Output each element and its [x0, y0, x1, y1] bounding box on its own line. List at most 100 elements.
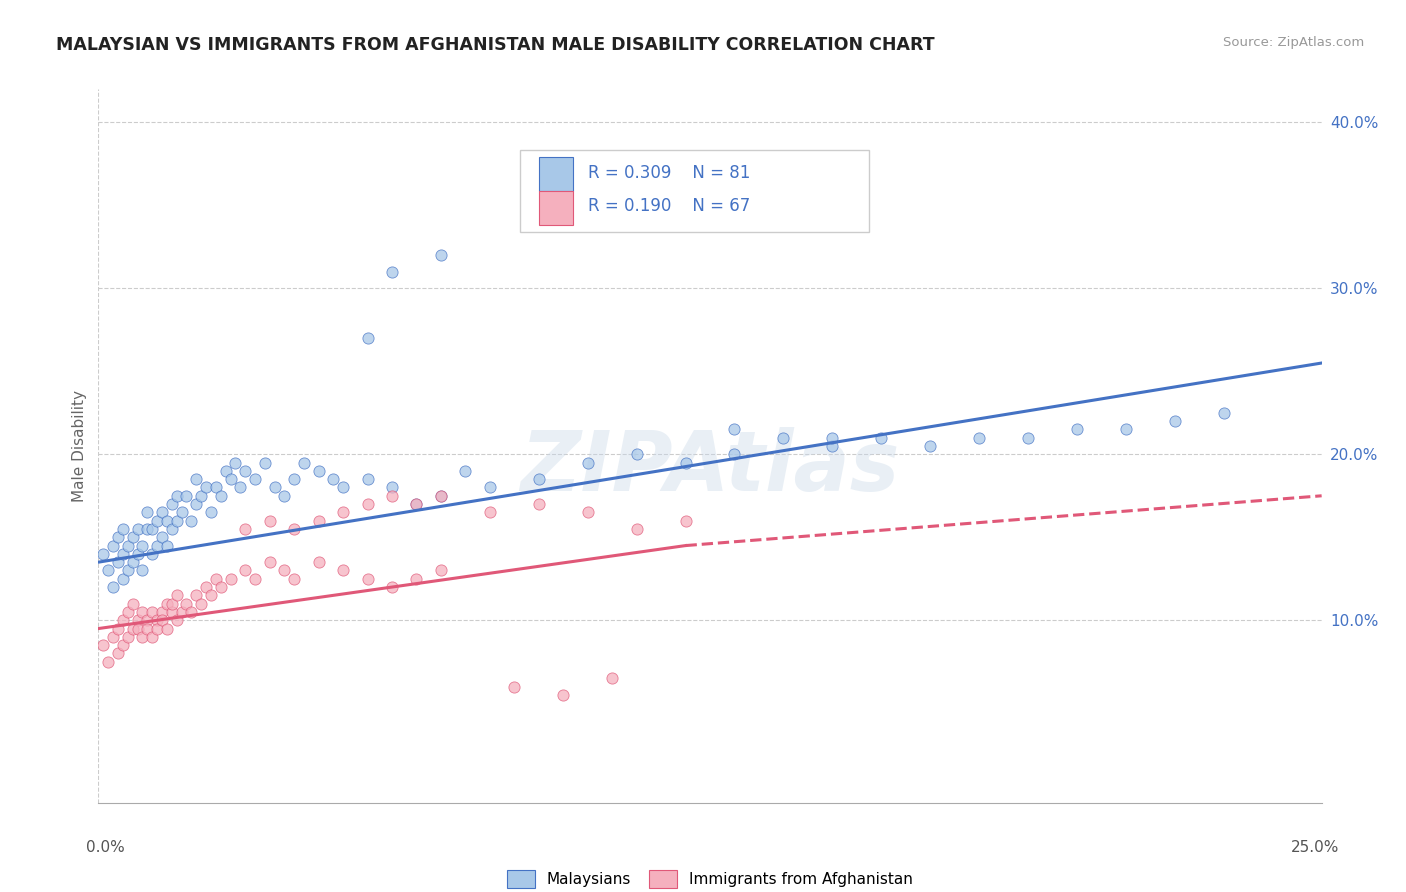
Point — [356, 497, 378, 511]
Point — [356, 472, 378, 486]
Point — [156, 539, 179, 553]
Point — [146, 622, 169, 636]
Point — [141, 630, 163, 644]
Bar — [538, 191, 574, 225]
Point — [176, 489, 198, 503]
Point — [527, 472, 550, 486]
Point — [478, 481, 501, 495]
Point — [405, 497, 427, 511]
Point — [176, 597, 198, 611]
Point — [205, 572, 228, 586]
Point — [111, 638, 134, 652]
Point — [1212, 406, 1234, 420]
Point — [821, 439, 844, 453]
Point — [243, 472, 266, 486]
Point — [553, 688, 575, 702]
Bar — [538, 157, 574, 191]
Point — [160, 497, 183, 511]
Point — [195, 481, 218, 495]
Text: 0.0%: 0.0% — [86, 840, 125, 855]
Text: ZIPAtlas: ZIPAtlas — [520, 427, 900, 508]
Point — [626, 447, 648, 461]
Point — [308, 464, 330, 478]
Point — [111, 522, 134, 536]
Point — [253, 456, 276, 470]
Point — [91, 638, 114, 652]
Point — [219, 572, 242, 586]
Point — [675, 514, 697, 528]
Point — [117, 564, 139, 578]
Point — [150, 613, 173, 627]
Point — [111, 572, 134, 586]
Point — [190, 597, 212, 611]
Point — [233, 564, 256, 578]
Point — [576, 505, 599, 519]
Point — [1066, 422, 1088, 436]
Y-axis label: Male Disability: Male Disability — [72, 390, 87, 502]
Point — [127, 522, 149, 536]
Point — [219, 472, 242, 486]
Point — [430, 564, 453, 578]
Point — [356, 572, 378, 586]
Point — [381, 481, 404, 495]
Point — [200, 505, 222, 519]
Point — [117, 539, 139, 553]
Point — [186, 497, 208, 511]
Point — [527, 497, 550, 511]
Point — [170, 605, 193, 619]
Point — [870, 431, 893, 445]
Point — [91, 547, 114, 561]
Point — [205, 481, 228, 495]
Point — [381, 265, 404, 279]
Point — [405, 497, 427, 511]
Point — [209, 489, 232, 503]
Point — [156, 622, 179, 636]
Point — [503, 680, 526, 694]
Point — [121, 530, 143, 544]
Point — [675, 456, 697, 470]
Point — [141, 522, 163, 536]
Point — [170, 505, 193, 519]
Point — [136, 505, 159, 519]
Point — [117, 605, 139, 619]
FancyBboxPatch shape — [520, 150, 869, 232]
Point — [381, 489, 404, 503]
Text: R = 0.309    N = 81: R = 0.309 N = 81 — [588, 164, 749, 182]
Point — [430, 248, 453, 262]
Point — [243, 572, 266, 586]
Point — [273, 564, 295, 578]
Point — [356, 331, 378, 345]
Point — [430, 489, 453, 503]
Point — [156, 597, 179, 611]
Point — [259, 555, 281, 569]
Text: MALAYSIAN VS IMMIGRANTS FROM AFGHANISTAN MALE DISABILITY CORRELATION CHART: MALAYSIAN VS IMMIGRANTS FROM AFGHANISTAN… — [56, 36, 935, 54]
Legend: Malaysians, Immigrants from Afghanistan: Malaysians, Immigrants from Afghanistan — [508, 871, 912, 888]
Point — [107, 530, 129, 544]
Point — [292, 456, 315, 470]
Point — [195, 580, 218, 594]
Point — [136, 522, 159, 536]
Point — [209, 580, 232, 594]
Point — [332, 505, 354, 519]
Point — [308, 555, 330, 569]
Point — [772, 431, 794, 445]
Point — [430, 489, 453, 503]
Point — [1017, 431, 1039, 445]
Point — [160, 522, 183, 536]
Point — [146, 613, 169, 627]
Point — [101, 580, 124, 594]
Point — [166, 588, 188, 602]
Point — [214, 464, 236, 478]
Text: R = 0.190    N = 67: R = 0.190 N = 67 — [588, 197, 749, 215]
Point — [131, 564, 153, 578]
Text: 25.0%: 25.0% — [1291, 840, 1339, 855]
Point — [107, 647, 129, 661]
Point — [920, 439, 942, 453]
Point — [186, 588, 208, 602]
Point — [283, 522, 305, 536]
Text: Source: ZipAtlas.com: Source: ZipAtlas.com — [1223, 36, 1364, 49]
Point — [111, 613, 134, 627]
Point — [121, 622, 143, 636]
Point — [107, 622, 129, 636]
Point — [97, 564, 120, 578]
